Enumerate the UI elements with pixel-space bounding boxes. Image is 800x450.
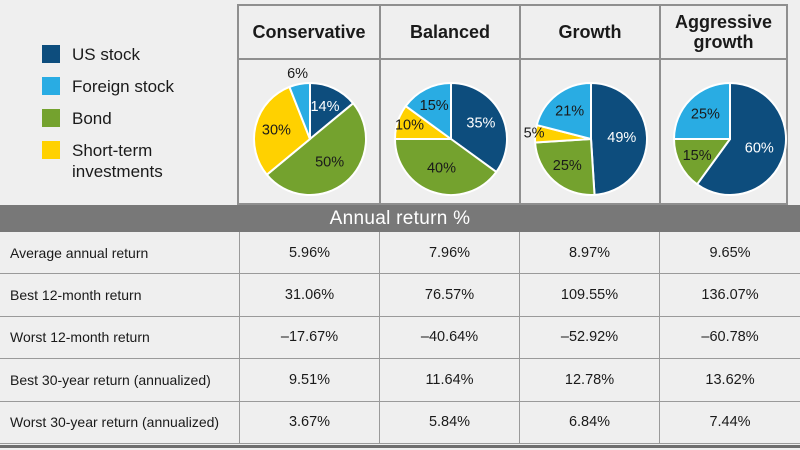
pie-slice: [253, 85, 311, 176]
column-header-growth: Growth: [519, 6, 659, 58]
return-value: –17.67%: [239, 316, 379, 359]
allocation-header-row: Conservative Balanced Growth Aggressive …: [239, 6, 786, 60]
return-value: 13.62%: [659, 359, 800, 401]
us-stock-color-swatch: [42, 45, 60, 63]
return-value: 9.51%: [239, 359, 379, 401]
row-label: Best 30-year return (annualized): [10, 371, 211, 388]
short-term-investments-color-swatch: [42, 141, 60, 159]
annual-return-band: Annual return %: [0, 205, 800, 232]
legend-item-bond: Bond: [42, 108, 188, 129]
pie-slice-label: 35%: [466, 116, 495, 132]
return-value: 76.57%: [379, 274, 519, 316]
return-value: –40.64%: [379, 316, 519, 359]
pie-chart-svg: 14% 50% 30% 6%: [253, 66, 367, 196]
pie-slice-label: 25%: [553, 158, 582, 174]
row-label: Best 12-month return: [10, 287, 142, 304]
pie-slice: [394, 138, 498, 196]
return-value: –52.92%: [519, 316, 659, 359]
pie-slice: [590, 82, 648, 196]
return-value: 9.65%: [659, 232, 800, 274]
pie-slice-label: 21%: [555, 104, 584, 120]
pie-slice: [265, 102, 367, 196]
pie-slice-label: 6%: [287, 66, 308, 82]
return-value: 7.44%: [659, 401, 800, 443]
pie-slice: [450, 82, 508, 173]
pie-slice: [696, 82, 787, 196]
table-row: Worst 30-year return (annualized) 3.67% …: [0, 401, 800, 444]
pie-slice-label: 50%: [315, 155, 344, 171]
pie-balanced: 35% 40% 10% 15%: [379, 60, 519, 203]
pie-chart-svg: 60% 15% 25%: [673, 82, 787, 196]
legend-item-foreign-stock: Foreign stock: [42, 76, 188, 97]
pie-slice-label: 15%: [420, 98, 449, 114]
table-row: Best 12-month return 31.06% 76.57% 109.5…: [0, 274, 800, 317]
return-value: 31.06%: [239, 274, 379, 316]
table-row: Best 30-year return (annualized) 9.51% 1…: [0, 359, 800, 402]
pie-slice: [673, 82, 731, 140]
pie-slice: [534, 138, 596, 196]
legend-item-us-stock: US stock: [42, 44, 188, 65]
row-label: Worst 12-month return: [10, 329, 150, 346]
pie-slice: [673, 138, 731, 186]
column-header-balanced: Balanced: [379, 6, 519, 58]
bottom-rule: [0, 445, 800, 448]
row-label: Worst 30-year return (annualized): [10, 414, 220, 431]
column-header-conservative: Conservative: [252, 21, 366, 42]
table-row: Average annual return 5.96% 7.96% 8.97% …: [0, 232, 800, 275]
legend-label: Foreign stock: [72, 77, 175, 96]
allocation-table: Conservative Balanced Growth Aggressive …: [237, 4, 788, 205]
pie-slice: [404, 82, 452, 140]
foreign-stock-color-swatch: [42, 77, 60, 95]
pie-slice-label: 10%: [395, 118, 424, 134]
return-value: 12.78%: [519, 359, 659, 401]
return-value: 5.84%: [379, 401, 519, 443]
pie-slice-label: 5%: [524, 126, 545, 142]
return-value: 11.64%: [379, 359, 519, 401]
row-label: Average annual return: [10, 244, 149, 261]
legend-label: US stock: [72, 45, 141, 64]
return-value: 6.84%: [519, 401, 659, 443]
return-value: 109.55%: [519, 274, 659, 316]
pie-slice-label: 14%: [310, 99, 339, 115]
return-value: 7.96%: [379, 232, 519, 274]
column-header-aggressive-growth: Aggressive growth: [659, 6, 786, 58]
pie-slice: [288, 82, 311, 140]
pie-conservative: 14% 50% 30% 6%: [239, 60, 379, 203]
table-row: Worst 12-month return –17.67% –40.64% –5…: [0, 316, 800, 360]
pie-slice-label: 49%: [607, 130, 636, 146]
legend-label: Bond: [72, 109, 112, 128]
pie-slice-label: 30%: [262, 122, 291, 138]
returns-table: Average annual return 5.96% 7.96% 8.97% …: [0, 232, 800, 444]
legend-item-short-term-investments: Short-term investments: [42, 140, 188, 182]
pie-row: 14% 50% 30% 6% 35% 40% 10% 15% 49% 25% 5% 21% 60%…: [239, 60, 787, 203]
annual-return-band-title: Annual return %: [329, 207, 471, 229]
legend: US stock Foreign stock Bond Short-term i…: [42, 44, 188, 182]
pie-chart-svg: 35% 40% 10% 15%: [394, 82, 508, 196]
return-value: –60.78%: [659, 316, 800, 359]
pie-slice-label: 40%: [427, 160, 456, 176]
pie-slice-label: 15%: [683, 148, 712, 164]
return-value: 3.67%: [239, 401, 379, 443]
return-value: 5.96%: [239, 232, 379, 274]
return-value: 136.07%: [659, 274, 800, 316]
legend-label: Short-term investments: [72, 141, 163, 181]
return-value: 8.97%: [519, 232, 659, 274]
pie-slice-label: 60%: [745, 141, 774, 157]
pie-slice: [535, 82, 592, 140]
pie-slice-label: 25%: [691, 106, 720, 122]
pie-aggressive-growth: 60% 15% 25%: [659, 60, 797, 203]
bond-color-swatch: [42, 109, 60, 127]
pie-growth: 49% 25% 5% 21%: [519, 60, 659, 203]
pie-chart-svg: 49% 25% 5% 21%: [524, 82, 648, 196]
